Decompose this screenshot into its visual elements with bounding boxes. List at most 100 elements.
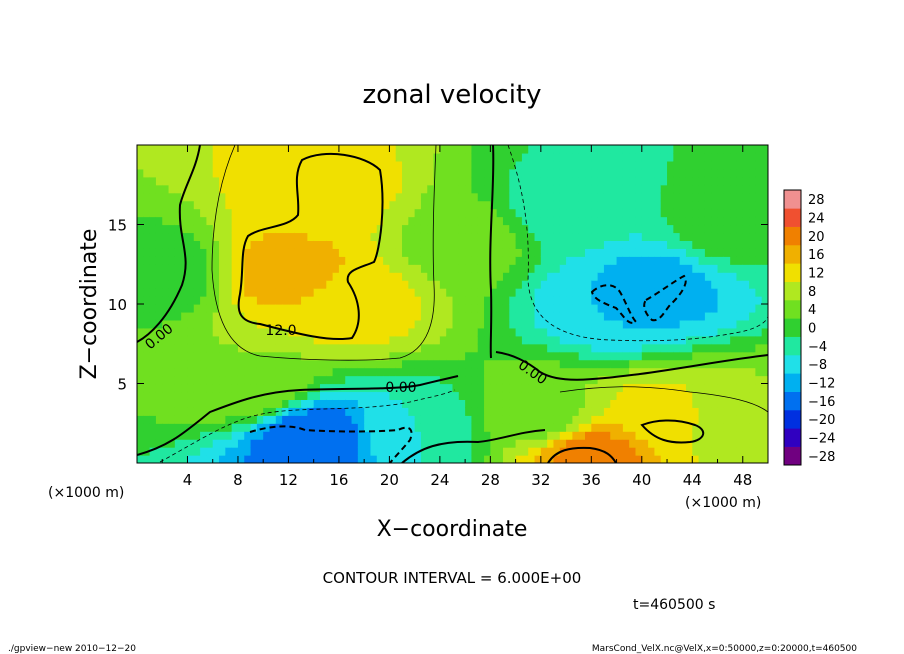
field-cell: [250, 455, 258, 463]
field-cell: [673, 280, 681, 289]
field-cell: [730, 200, 738, 210]
field-cell: [168, 184, 176, 194]
field-cell: [269, 296, 277, 305]
field-cell: [433, 431, 441, 440]
field-cell: [654, 455, 662, 463]
field-cell: [471, 280, 479, 289]
field-cell: [603, 375, 611, 385]
field-cell: [547, 375, 555, 385]
field-cell: [622, 216, 630, 226]
field-cell: [326, 399, 334, 408]
field-cell: [641, 335, 649, 345]
field-cell: [502, 335, 510, 345]
field-cell: [200, 152, 208, 162]
field-cell: [155, 200, 163, 210]
field-cell: [711, 232, 719, 241]
field-cell: [351, 415, 359, 424]
field-cell: [149, 288, 157, 297]
field-cell: [521, 224, 529, 234]
field-cell: [585, 383, 592, 393]
field-cell: [439, 447, 447, 456]
field-cell: [181, 168, 189, 178]
field-cell: [692, 208, 700, 218]
field-cell: [610, 351, 618, 361]
field-cell: [439, 288, 447, 297]
field-cell: [698, 304, 706, 313]
field-cell: [559, 304, 567, 313]
field-cell: [496, 224, 504, 234]
field-cell: [244, 407, 252, 416]
field-cell: [679, 264, 687, 273]
field-cell: [370, 423, 378, 432]
field-cell: [137, 200, 144, 210]
field-cell: [452, 367, 460, 377]
field-cell: [282, 184, 290, 194]
field-cell: [465, 439, 473, 448]
field-cell: [370, 288, 378, 297]
field-cell: [698, 145, 706, 154]
field-cell: [471, 256, 479, 265]
field-cell: [357, 455, 365, 463]
field-cell: [370, 296, 378, 305]
field-cell: [206, 176, 214, 186]
field-cell: [761, 280, 768, 289]
field-cell: [622, 248, 630, 257]
field-cell: [723, 288, 731, 297]
field-cell: [616, 224, 624, 234]
field-cell: [433, 216, 441, 226]
field-cell: [250, 383, 258, 393]
field-cell: [648, 280, 656, 289]
field-cell: [155, 280, 163, 289]
field-cell: [181, 391, 189, 400]
field-cell: [338, 407, 346, 416]
field-cell: [206, 351, 214, 361]
field-cell: [269, 327, 277, 337]
field-cell: [616, 351, 624, 361]
field-cell: [471, 335, 479, 345]
field-cell: [578, 145, 586, 154]
field-cell: [629, 296, 637, 305]
field-cell: [528, 280, 536, 289]
field-cell: [685, 351, 693, 361]
field-cell: [660, 208, 668, 218]
field-cell: [496, 256, 504, 265]
field-cell: [547, 407, 555, 416]
field-cell: [206, 415, 214, 424]
field-cell: [547, 152, 555, 162]
field-cell: [515, 256, 523, 265]
field-cell: [471, 232, 479, 241]
field-cell: [730, 439, 738, 448]
field-cell: [559, 343, 567, 353]
field-cell: [742, 439, 750, 448]
field-cell: [585, 415, 592, 424]
field-cell: [673, 319, 681, 329]
field-cell: [597, 224, 605, 234]
field-cell: [717, 168, 725, 178]
field-cell: [660, 327, 668, 337]
field-cell: [193, 423, 201, 432]
field-cell: [711, 407, 719, 416]
field-cell: [149, 335, 157, 345]
field-cell: [490, 304, 498, 313]
field-cell: [370, 431, 378, 440]
field-cell: [635, 327, 643, 337]
field-cell: [749, 319, 756, 329]
field-cell: [162, 272, 170, 281]
field-cell: [187, 272, 195, 281]
field-cell: [603, 343, 611, 353]
field-cell: [502, 176, 510, 186]
field-cell: [585, 264, 592, 273]
field-cell: [137, 327, 144, 337]
field-cell: [383, 208, 390, 218]
field-cell: [395, 375, 403, 385]
field-cell: [282, 256, 290, 265]
field-cell: [629, 359, 637, 369]
field-cell: [338, 272, 346, 281]
field-cell: [149, 423, 157, 432]
field-cell: [225, 272, 233, 281]
field-cell: [528, 351, 536, 361]
field-cell: [162, 367, 170, 377]
field-cell: [187, 439, 195, 448]
field-cell: [389, 327, 397, 337]
field-cell: [263, 319, 271, 329]
